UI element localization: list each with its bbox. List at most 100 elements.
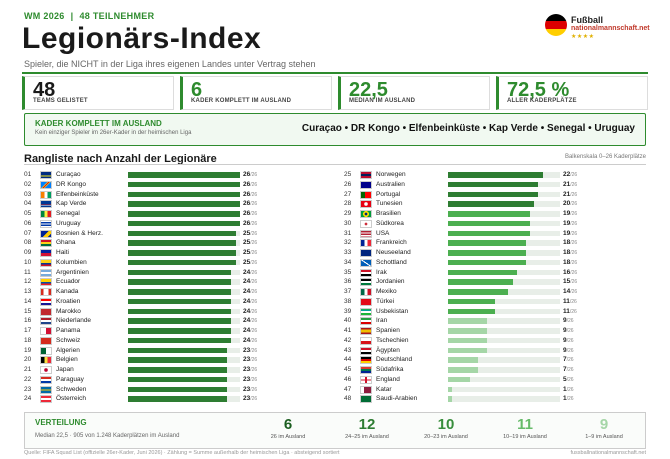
bucket-label: 20–23 im Ausland bbox=[424, 434, 468, 440]
rank-number: 07 bbox=[24, 229, 32, 237]
flag-icon bbox=[40, 385, 52, 394]
country-label: Marokko bbox=[56, 307, 81, 315]
value-number: 26 bbox=[243, 219, 251, 227]
value-max: /26 bbox=[570, 201, 578, 208]
ranking-divider bbox=[24, 164, 646, 165]
value-label: 26/26 bbox=[243, 220, 257, 227]
value-number: 26 bbox=[243, 200, 251, 208]
flag-icon bbox=[40, 171, 52, 179]
country-label: Bosnien & Herz. bbox=[56, 229, 103, 237]
bar-track bbox=[128, 269, 240, 275]
rank-number: 30 bbox=[344, 219, 352, 227]
rank-number: 38 bbox=[344, 297, 352, 305]
value-max: /26 bbox=[570, 181, 578, 188]
flag-icon bbox=[40, 180, 52, 189]
value-label: 24/26 bbox=[243, 317, 257, 324]
value-label: 9/26 bbox=[563, 337, 574, 344]
value-label: 22/26 bbox=[563, 171, 577, 178]
rank-number: 31 bbox=[344, 229, 352, 237]
country-label: Schweden bbox=[56, 385, 87, 393]
flag-icon bbox=[40, 317, 52, 326]
value-max: /26 bbox=[250, 396, 258, 403]
bar-track bbox=[128, 347, 240, 353]
value-number: 24 bbox=[243, 317, 251, 325]
flag-icon bbox=[40, 356, 52, 365]
bar bbox=[448, 386, 453, 392]
bar-track bbox=[448, 396, 560, 402]
bar-track bbox=[448, 328, 560, 334]
flag-icon bbox=[360, 200, 372, 209]
ranking-row: 41 Spanien 9/26 bbox=[344, 326, 644, 336]
ranking-row: 04 Kap Verde 26/26 bbox=[24, 199, 324, 209]
bar-track bbox=[128, 357, 240, 363]
flag-icon bbox=[40, 219, 52, 228]
value-max: /26 bbox=[250, 172, 258, 178]
value-max: /26 bbox=[569, 298, 577, 305]
ranking-note: Balkenskala 0–26 Kaderplätze bbox=[564, 154, 646, 160]
bar bbox=[128, 279, 232, 285]
value-number: 24 bbox=[243, 297, 251, 305]
value-max: /26 bbox=[250, 250, 258, 256]
value-number: 23 bbox=[243, 395, 251, 403]
rank-number: 05 bbox=[24, 210, 32, 217]
value-label: 24/26 bbox=[243, 278, 257, 285]
bucket-count: 6 bbox=[283, 416, 293, 433]
country-label: Uruguay bbox=[56, 219, 81, 227]
flag-icon bbox=[360, 356, 372, 365]
rank-number: 40 bbox=[344, 317, 352, 325]
rank-number: 04 bbox=[24, 200, 32, 208]
stat-value: 6 bbox=[191, 79, 203, 101]
rank-number: 22 bbox=[24, 375, 32, 383]
ranking-row: 01 Curaçao 26/26 bbox=[24, 170, 324, 180]
country-label: Algerien bbox=[56, 346, 80, 354]
rank-number: 21 bbox=[24, 366, 32, 373]
value-number: 24 bbox=[243, 307, 251, 315]
value-label: 24/26 bbox=[243, 337, 257, 344]
rank-number: 29 bbox=[344, 210, 352, 217]
ranking-row: 45 Südafrika 7/26 bbox=[344, 365, 644, 375]
value-number: 24 bbox=[243, 268, 251, 276]
ranking-row: 32 Frankreich 18/26 bbox=[344, 238, 644, 248]
bar bbox=[448, 279, 513, 285]
ranking-row: 06 Uruguay 26/26 bbox=[24, 219, 324, 229]
ranking-row: 33 Neuseeland 18/26 bbox=[344, 248, 644, 258]
bar-track bbox=[448, 386, 560, 392]
rank-number: 25 bbox=[344, 171, 352, 178]
flag-icon bbox=[360, 366, 372, 374]
ranking-row: 38 Türkei 11/26 bbox=[344, 297, 644, 307]
flag-icon bbox=[40, 210, 52, 218]
value-label: 15/26 bbox=[563, 278, 577, 285]
ranking-row: 23 Schweden 23/26 bbox=[24, 385, 324, 395]
country-label: Südkorea bbox=[376, 219, 404, 227]
bar-track bbox=[128, 240, 240, 246]
rank-number: 41 bbox=[344, 327, 352, 334]
brand-logo[interactable]: Fußball nationalmannschaft.net ★★★★ bbox=[545, 14, 660, 40]
footer-url[interactable]: fussballnationalmannschaft.net bbox=[570, 450, 646, 456]
rank-number: 12 bbox=[24, 278, 32, 286]
value-number: 23 bbox=[243, 385, 251, 393]
flag-icon bbox=[360, 346, 372, 355]
bar bbox=[128, 201, 240, 207]
flag-icon bbox=[360, 229, 372, 238]
ranking-row: 25 Norwegen 22/26 bbox=[344, 170, 644, 180]
value-max: /26 bbox=[250, 201, 258, 208]
flag-icon bbox=[40, 395, 52, 404]
value-number: 18 bbox=[563, 258, 571, 266]
bucket-label: 24–25 im Ausland bbox=[345, 434, 389, 440]
country-label: Elfenbeinküste bbox=[56, 190, 99, 198]
bucket-label: 10–19 im Ausland bbox=[503, 434, 547, 440]
country-label: Ecuador bbox=[56, 278, 81, 286]
bar-track bbox=[128, 386, 240, 392]
flag-icon bbox=[40, 229, 52, 238]
rank-number: 19 bbox=[24, 346, 32, 354]
country-label: Iran bbox=[376, 317, 388, 325]
value-number: 26 bbox=[243, 171, 251, 178]
value-label: 19/26 bbox=[563, 220, 577, 227]
bar-track bbox=[448, 181, 560, 188]
rank-number: 43 bbox=[344, 346, 352, 354]
value-label: 9/26 bbox=[563, 317, 574, 324]
value-label: 5/26 bbox=[563, 376, 574, 383]
country-label: Belgien bbox=[56, 356, 78, 364]
bar bbox=[448, 328, 487, 334]
country-label: Brasilien bbox=[376, 210, 401, 217]
